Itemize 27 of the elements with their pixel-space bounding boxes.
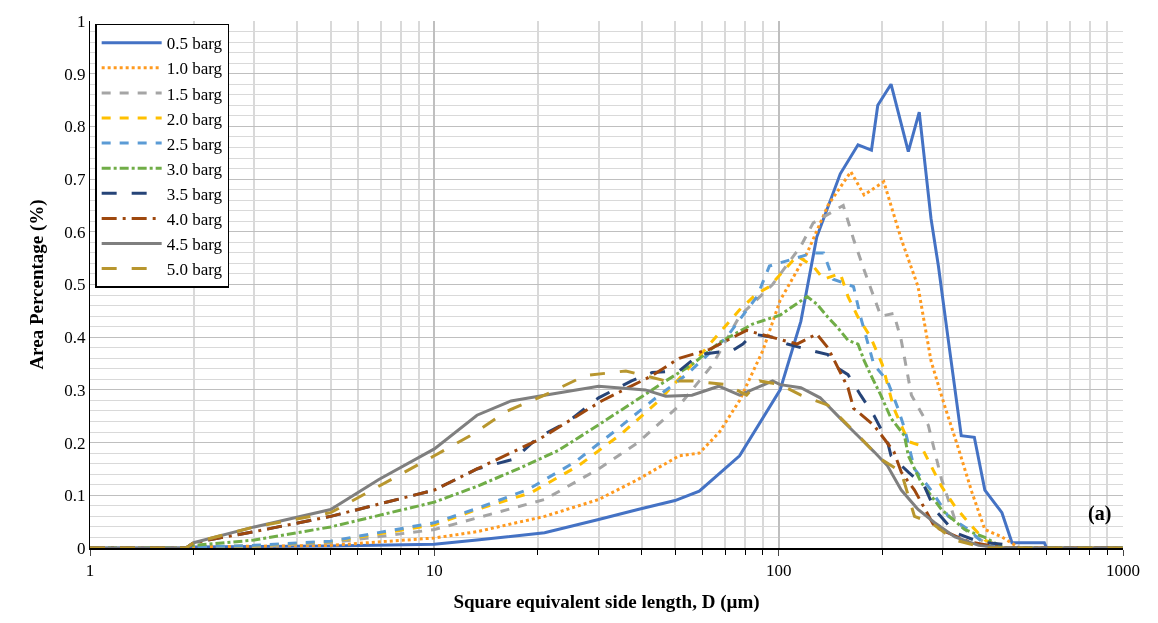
x-axis-title: Square equivalent side length, D (µm)	[453, 590, 760, 613]
y-tick-label: 0.5	[64, 275, 86, 295]
y-tick-label: 0.8	[64, 117, 86, 137]
y-tick-label: 0.2	[64, 433, 86, 453]
y-tick-label: 0.6	[64, 222, 86, 242]
x-tick-label: 100	[765, 561, 792, 581]
y-tick-label: 1	[77, 11, 86, 31]
y-axis-title: Area Percentage (%)	[26, 199, 49, 370]
y-tick-label: 0.3	[64, 380, 86, 400]
y-tick-label: 0.4	[64, 328, 87, 348]
legend-label: 1.0 barg	[166, 59, 223, 79]
y-tick-label: 0.7	[64, 170, 87, 190]
legend-label: 4.5 barg	[166, 235, 223, 255]
x-tick-label: 1000	[1106, 561, 1140, 581]
legend-label: 0.5 barg	[166, 34, 223, 54]
legend-label: 5.0 barg	[166, 260, 223, 280]
y-tick-label: 0.9	[64, 64, 86, 84]
legend-label: 3.0 barg	[166, 159, 223, 179]
legend-label: 3.5 barg	[166, 184, 223, 204]
y-tick-label: 0.1	[64, 486, 86, 506]
legend-label: 1.5 barg	[166, 84, 223, 104]
annotation: (a)	[1088, 502, 1112, 525]
x-tick-label: 10	[425, 561, 443, 581]
y-tick-label: 0	[77, 538, 86, 558]
legend-label: 4.0 barg	[166, 210, 223, 230]
legend-label: 2.0 barg	[166, 109, 223, 129]
legend-label: 2.5 barg	[166, 134, 223, 154]
